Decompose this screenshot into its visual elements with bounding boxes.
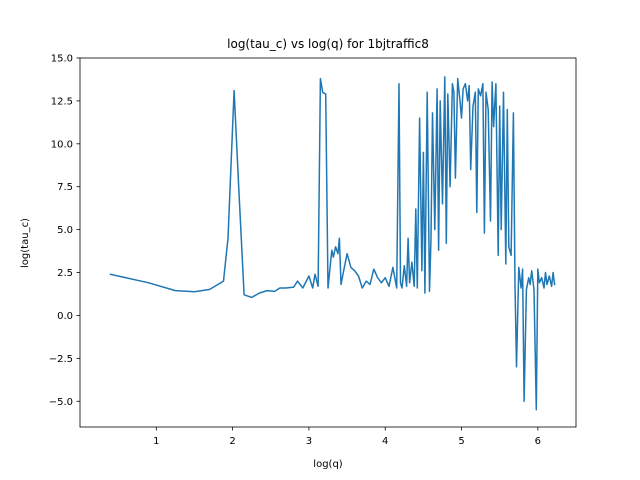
x-tick-label: 5 <box>458 436 464 447</box>
x-tick-label: 2 <box>229 436 235 447</box>
y-tick-label: 0.0 <box>57 311 73 322</box>
y-tick-label: 7.5 <box>57 182 73 193</box>
y-axis-label: log(tau_c) <box>20 218 31 268</box>
x-axis-label: log(q) <box>313 459 342 470</box>
y-tick-label: 5.0 <box>57 225 73 236</box>
x-tick-label: 4 <box>382 436 388 447</box>
series-layer <box>109 76 556 411</box>
y-tick-label: −2.5 <box>49 354 73 365</box>
chart-title: log(tau_c) vs log(q) for 1bjtraffic8 <box>227 37 429 51</box>
x-tick-label: 1 <box>153 436 159 447</box>
x-tick-label: 3 <box>306 436 312 447</box>
series-line-0 <box>109 76 556 411</box>
x-tick-label: 6 <box>535 436 541 447</box>
plot-frame <box>79 57 577 428</box>
y-tick-label: 12.5 <box>51 96 73 107</box>
y-tick-label: −5.0 <box>49 397 73 408</box>
y-tick-label: 15.0 <box>51 54 73 65</box>
y-tick-label: 2.5 <box>57 268 73 279</box>
y-axis: −5.0 −2.5 0.0 2.5 5.0 7.5 10.0 12.5 15.0 <box>49 54 80 408</box>
x-axis: 1 2 3 4 5 6 <box>153 427 541 447</box>
y-tick-label: 10.0 <box>51 139 73 150</box>
